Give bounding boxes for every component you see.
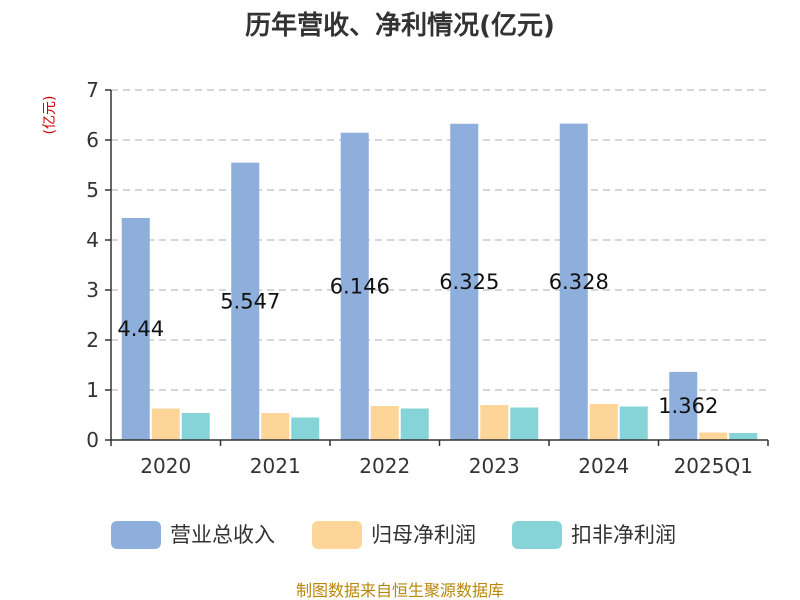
grid-lines [111,89,768,391]
bar[interactable] [121,218,150,440]
data-label: 6.146 [330,274,390,298]
x-tick-label: 2023 [469,454,520,478]
bar[interactable] [181,413,210,440]
bar[interactable] [151,408,180,441]
legend-swatch[interactable] [512,521,562,549]
bar[interactable] [589,404,618,440]
y-tick-label: 4 [86,228,99,252]
bar[interactable] [669,371,698,440]
y-tick-label: 5 [86,178,99,202]
y-axis-label: (亿元) [42,96,58,135]
bar[interactable] [729,433,758,440]
data-labels: 4.44 5.547 6.146 6.325 6.328 1.362 [117,270,718,418]
y-tick-label: 0 [86,428,99,452]
bar[interactable] [619,406,648,441]
y-tick-label: 7 [86,78,99,102]
data-label: 6.325 [439,270,499,294]
bar[interactable] [510,407,539,441]
x-tick-label: 2020 [140,454,191,478]
data-label: 6.328 [549,270,609,294]
bar[interactable] [261,413,290,440]
data-label: 1.362 [658,394,718,418]
y-tick-label: 3 [86,278,99,302]
legend-label[interactable]: 扣非净利润 [571,523,676,547]
bar[interactable] [699,432,728,441]
chart-title: 历年营收、净利情况(亿元) [245,10,555,41]
x-tick-label: 2024 [578,454,629,478]
bar[interactable] [400,408,429,441]
x-tick-label: 2022 [359,454,410,478]
legend-label[interactable]: 营业总收入 [170,523,275,547]
y-tick-label: 1 [86,378,99,402]
data-label: 4.44 [117,317,164,341]
bar[interactable] [340,132,369,440]
x-tick-label: 2025Q1 [674,454,753,478]
y-tick-label: 2 [86,328,99,352]
legend-label[interactable]: 归母净利润 [371,523,476,547]
bar[interactable] [450,123,479,440]
legend-swatch[interactable] [312,521,362,549]
bar[interactable] [370,406,399,440]
axes: 0 1 2 3 4 5 6 7 2020 2021 2022 2023 2024 2025Q1 [86,78,769,478]
bar[interactable] [231,162,260,440]
y-tick-label: 6 [86,128,99,152]
bar[interactable] [559,123,588,440]
bars [121,123,758,441]
legend[interactable]: 营业总收入 归母净利润 扣非净利润 [111,521,676,549]
legend-swatch[interactable] [111,521,161,549]
bar[interactable] [480,405,509,440]
bar[interactable] [291,417,320,441]
data-label: 5.547 [220,289,280,313]
source-note: 制图数据来自恒生聚源数据库 [296,581,504,600]
x-tick-label: 2021 [250,454,301,478]
